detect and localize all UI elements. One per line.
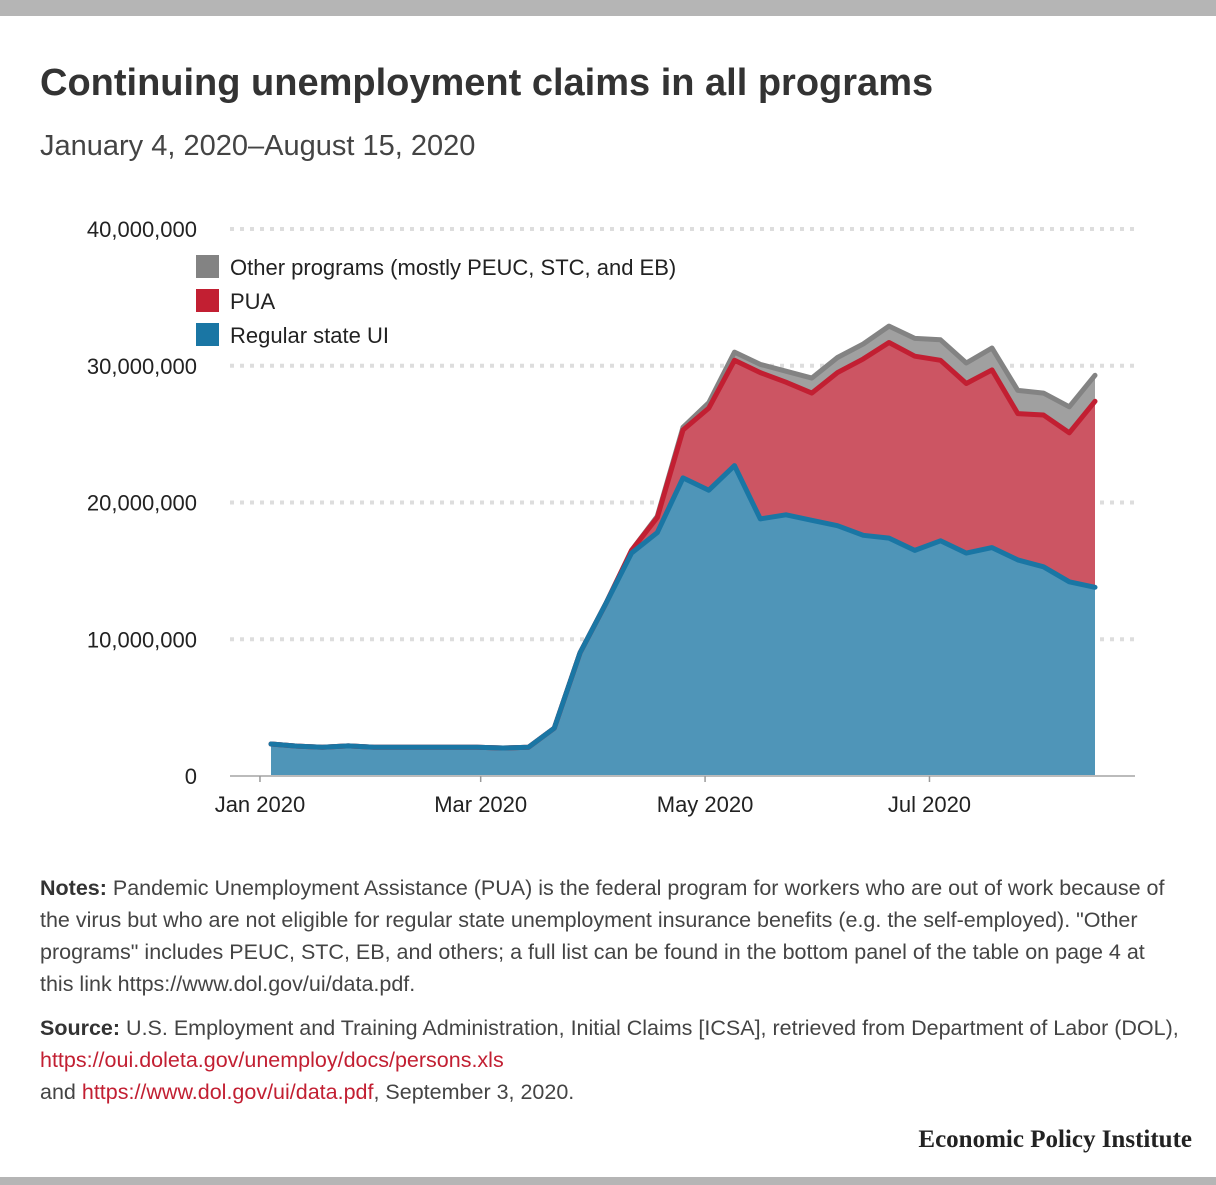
area-regular — [271, 465, 1095, 776]
notes-label: Notes: — [40, 876, 107, 900]
epi-logo: Economic Policy Institute — [918, 1126, 1192, 1153]
legend-swatch — [196, 323, 219, 346]
legend-label: Regular state UI — [230, 323, 389, 348]
chart-subtitle: January 4, 2020–August 15, 2020 — [40, 130, 476, 162]
y-tick-label: 10,000,000 — [87, 627, 197, 652]
x-tick-label: Jul 2020 — [888, 792, 971, 817]
legend-swatch — [196, 289, 219, 312]
chart-title: Continuing unemployment claims in all pr… — [40, 62, 934, 104]
legend-label: Other programs (mostly PEUC, STC, and EB… — [230, 255, 676, 280]
y-tick-label: 0 — [185, 764, 197, 789]
source-date: , September 3, 2020. — [373, 1080, 575, 1104]
source: Source: U.S. Employment and Training Adm… — [40, 1012, 1180, 1108]
source-text-and: and — [40, 1080, 82, 1104]
top-border — [0, 0, 1216, 16]
bottom-border — [0, 1177, 1216, 1185]
notes: Notes: Pandemic Unemployment Assistance … — [40, 872, 1180, 1000]
legend-label: PUA — [230, 289, 276, 314]
notes-text: Pandemic Unemployment Assistance (PUA) i… — [40, 876, 1165, 996]
x-tick-label: Jan 2020 — [215, 792, 306, 817]
source-link-persons[interactable]: https://oui.doleta.gov/unemploy/docs/per… — [40, 1048, 504, 1072]
legend-swatch — [196, 255, 219, 278]
y-tick-label: 30,000,000 — [87, 354, 197, 379]
chart: 0 10,000,000 20,000,000 30,000,000 40,000,00… — [87, 217, 1135, 817]
source-label: Source: — [40, 1016, 121, 1040]
y-tick-label: 40,000,000 — [87, 217, 197, 242]
y-tick-label: 20,000,000 — [87, 491, 197, 516]
line-regular — [268, 463, 1098, 751]
x-tick-label: May 2020 — [657, 792, 754, 817]
x-tick-label: Mar 2020 — [434, 792, 527, 817]
source-text: U.S. Employment and Training Administrat… — [120, 1016, 1179, 1040]
source-link-data[interactable]: https://www.dol.gov/ui/data.pdf — [81, 1080, 374, 1104]
